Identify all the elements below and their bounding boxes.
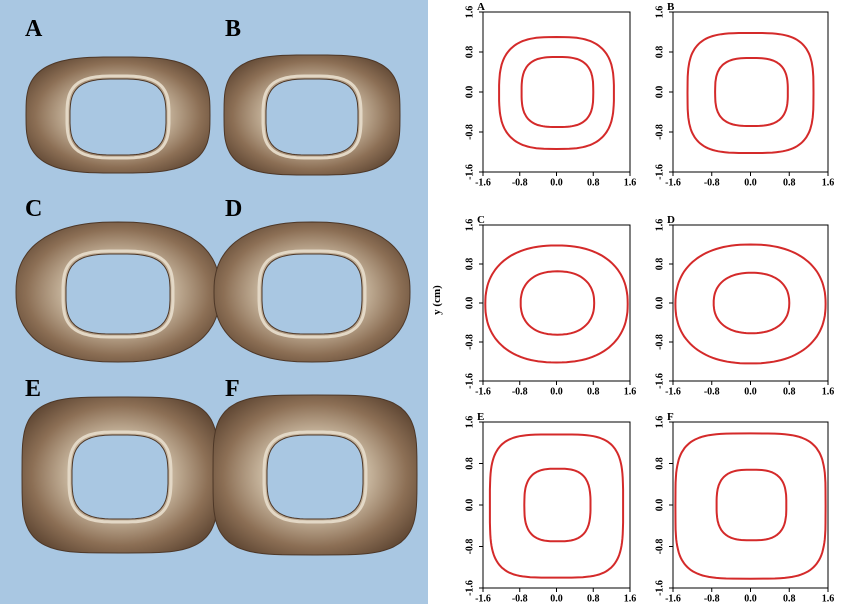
y-tick-label: 1.6 — [654, 219, 665, 232]
x-tick-label: 0.8 — [783, 177, 796, 188]
y-tick-label: -0.8 — [464, 334, 475, 350]
x-tick-label: 0.8 — [587, 386, 600, 397]
x-tick-label: -1.6 — [475, 386, 491, 397]
x-tick-label: 1.6 — [822, 177, 835, 188]
y-tick-label: 0.0 — [464, 297, 475, 310]
panel-label: C — [477, 214, 485, 226]
x-tick-label: 1.6 — [822, 386, 835, 397]
y-tick-label: -1.6 — [654, 580, 665, 596]
y-tick-label: -1.6 — [654, 373, 665, 389]
photo-label: F — [225, 376, 240, 402]
x-tick-label: -0.8 — [704, 177, 720, 188]
x-tick-label: 1.6 — [624, 386, 637, 397]
x-tick-label: -1.6 — [665, 386, 681, 397]
y-tick-label: 0.8 — [464, 46, 475, 59]
x-tick-label: -0.8 — [704, 593, 720, 604]
y-tick-label: 1.6 — [654, 6, 665, 19]
y-tick-label: 0.0 — [654, 297, 665, 310]
photo-label: E — [25, 376, 41, 402]
x-tick-label: 0.0 — [744, 593, 757, 604]
y-tick-label: -0.8 — [654, 124, 665, 140]
x-tick-label: -1.6 — [475, 177, 491, 188]
x-tick-label: 1.6 — [624, 593, 637, 604]
plot-frame — [483, 422, 630, 588]
y-tick-label: 0.8 — [654, 258, 665, 271]
y-axis-label: y (cm) — [431, 285, 443, 315]
x-tick-label: -0.8 — [704, 386, 720, 397]
y-tick-label: -1.6 — [464, 373, 475, 389]
x-tick-label: -1.6 — [665, 593, 681, 604]
plot-frame — [673, 422, 828, 588]
panel-label: F — [667, 411, 674, 423]
y-tick-label: -0.8 — [654, 334, 665, 350]
y-tick-label: 0.8 — [654, 46, 665, 59]
plot-frame — [673, 225, 828, 381]
x-tick-label: 0.0 — [550, 177, 563, 188]
y-tick-label: -0.8 — [464, 539, 475, 555]
x-tick-label: -0.8 — [512, 386, 528, 397]
y-tick-label: -1.6 — [464, 580, 475, 596]
photo-label: A — [25, 16, 43, 42]
x-tick-label: 1.6 — [822, 593, 835, 604]
y-tick-label: 0.8 — [464, 457, 475, 470]
x-tick-label: 0.0 — [550, 593, 563, 604]
panel-label: B — [667, 1, 675, 13]
photo-label: D — [225, 196, 242, 222]
y-tick-label: 0.8 — [654, 457, 665, 470]
panel-label: D — [667, 214, 675, 226]
y-tick-label: 0.0 — [464, 86, 475, 99]
x-tick-label: 0.8 — [783, 593, 796, 604]
y-tick-label: 1.6 — [464, 6, 475, 19]
x-tick-label: 0.8 — [587, 177, 600, 188]
y-tick-label: -0.8 — [464, 124, 475, 140]
x-tick-label: -0.8 — [512, 177, 528, 188]
x-tick-label: -1.6 — [475, 593, 491, 604]
x-tick-label: 0.0 — [744, 386, 757, 397]
y-tick-label: -1.6 — [654, 164, 665, 180]
x-tick-label: 0.0 — [550, 386, 563, 397]
x-tick-label: 0.0 — [744, 177, 757, 188]
y-tick-label: 1.6 — [654, 416, 665, 429]
y-tick-label: 0.8 — [464, 258, 475, 271]
y-tick-label: 1.6 — [464, 416, 475, 429]
panel-label: E — [477, 411, 484, 423]
x-tick-label: 0.8 — [783, 386, 796, 397]
y-tick-label: -1.6 — [464, 164, 475, 180]
plot-frame — [673, 12, 828, 172]
x-tick-label: -0.8 — [512, 593, 528, 604]
photo-label: B — [225, 16, 241, 42]
y-tick-label: -0.8 — [654, 539, 665, 555]
y-tick-label: 0.0 — [654, 86, 665, 99]
x-tick-label: 0.8 — [587, 593, 600, 604]
y-tick-label: 0.0 — [654, 499, 665, 512]
panel-label: A — [477, 1, 485, 13]
photo-label: C — [25, 196, 42, 222]
x-tick-label: -1.6 — [665, 177, 681, 188]
y-tick-label: 1.6 — [464, 219, 475, 232]
figure: A B C D E F A -1.6 -0.8 0.0 0.8 1.6 -1.6 -0.8 0.0 0.8 1… — [0, 0, 843, 604]
x-tick-label: 1.6 — [624, 177, 637, 188]
y-tick-label: 0.0 — [464, 499, 475, 512]
plot-frame — [483, 225, 630, 381]
